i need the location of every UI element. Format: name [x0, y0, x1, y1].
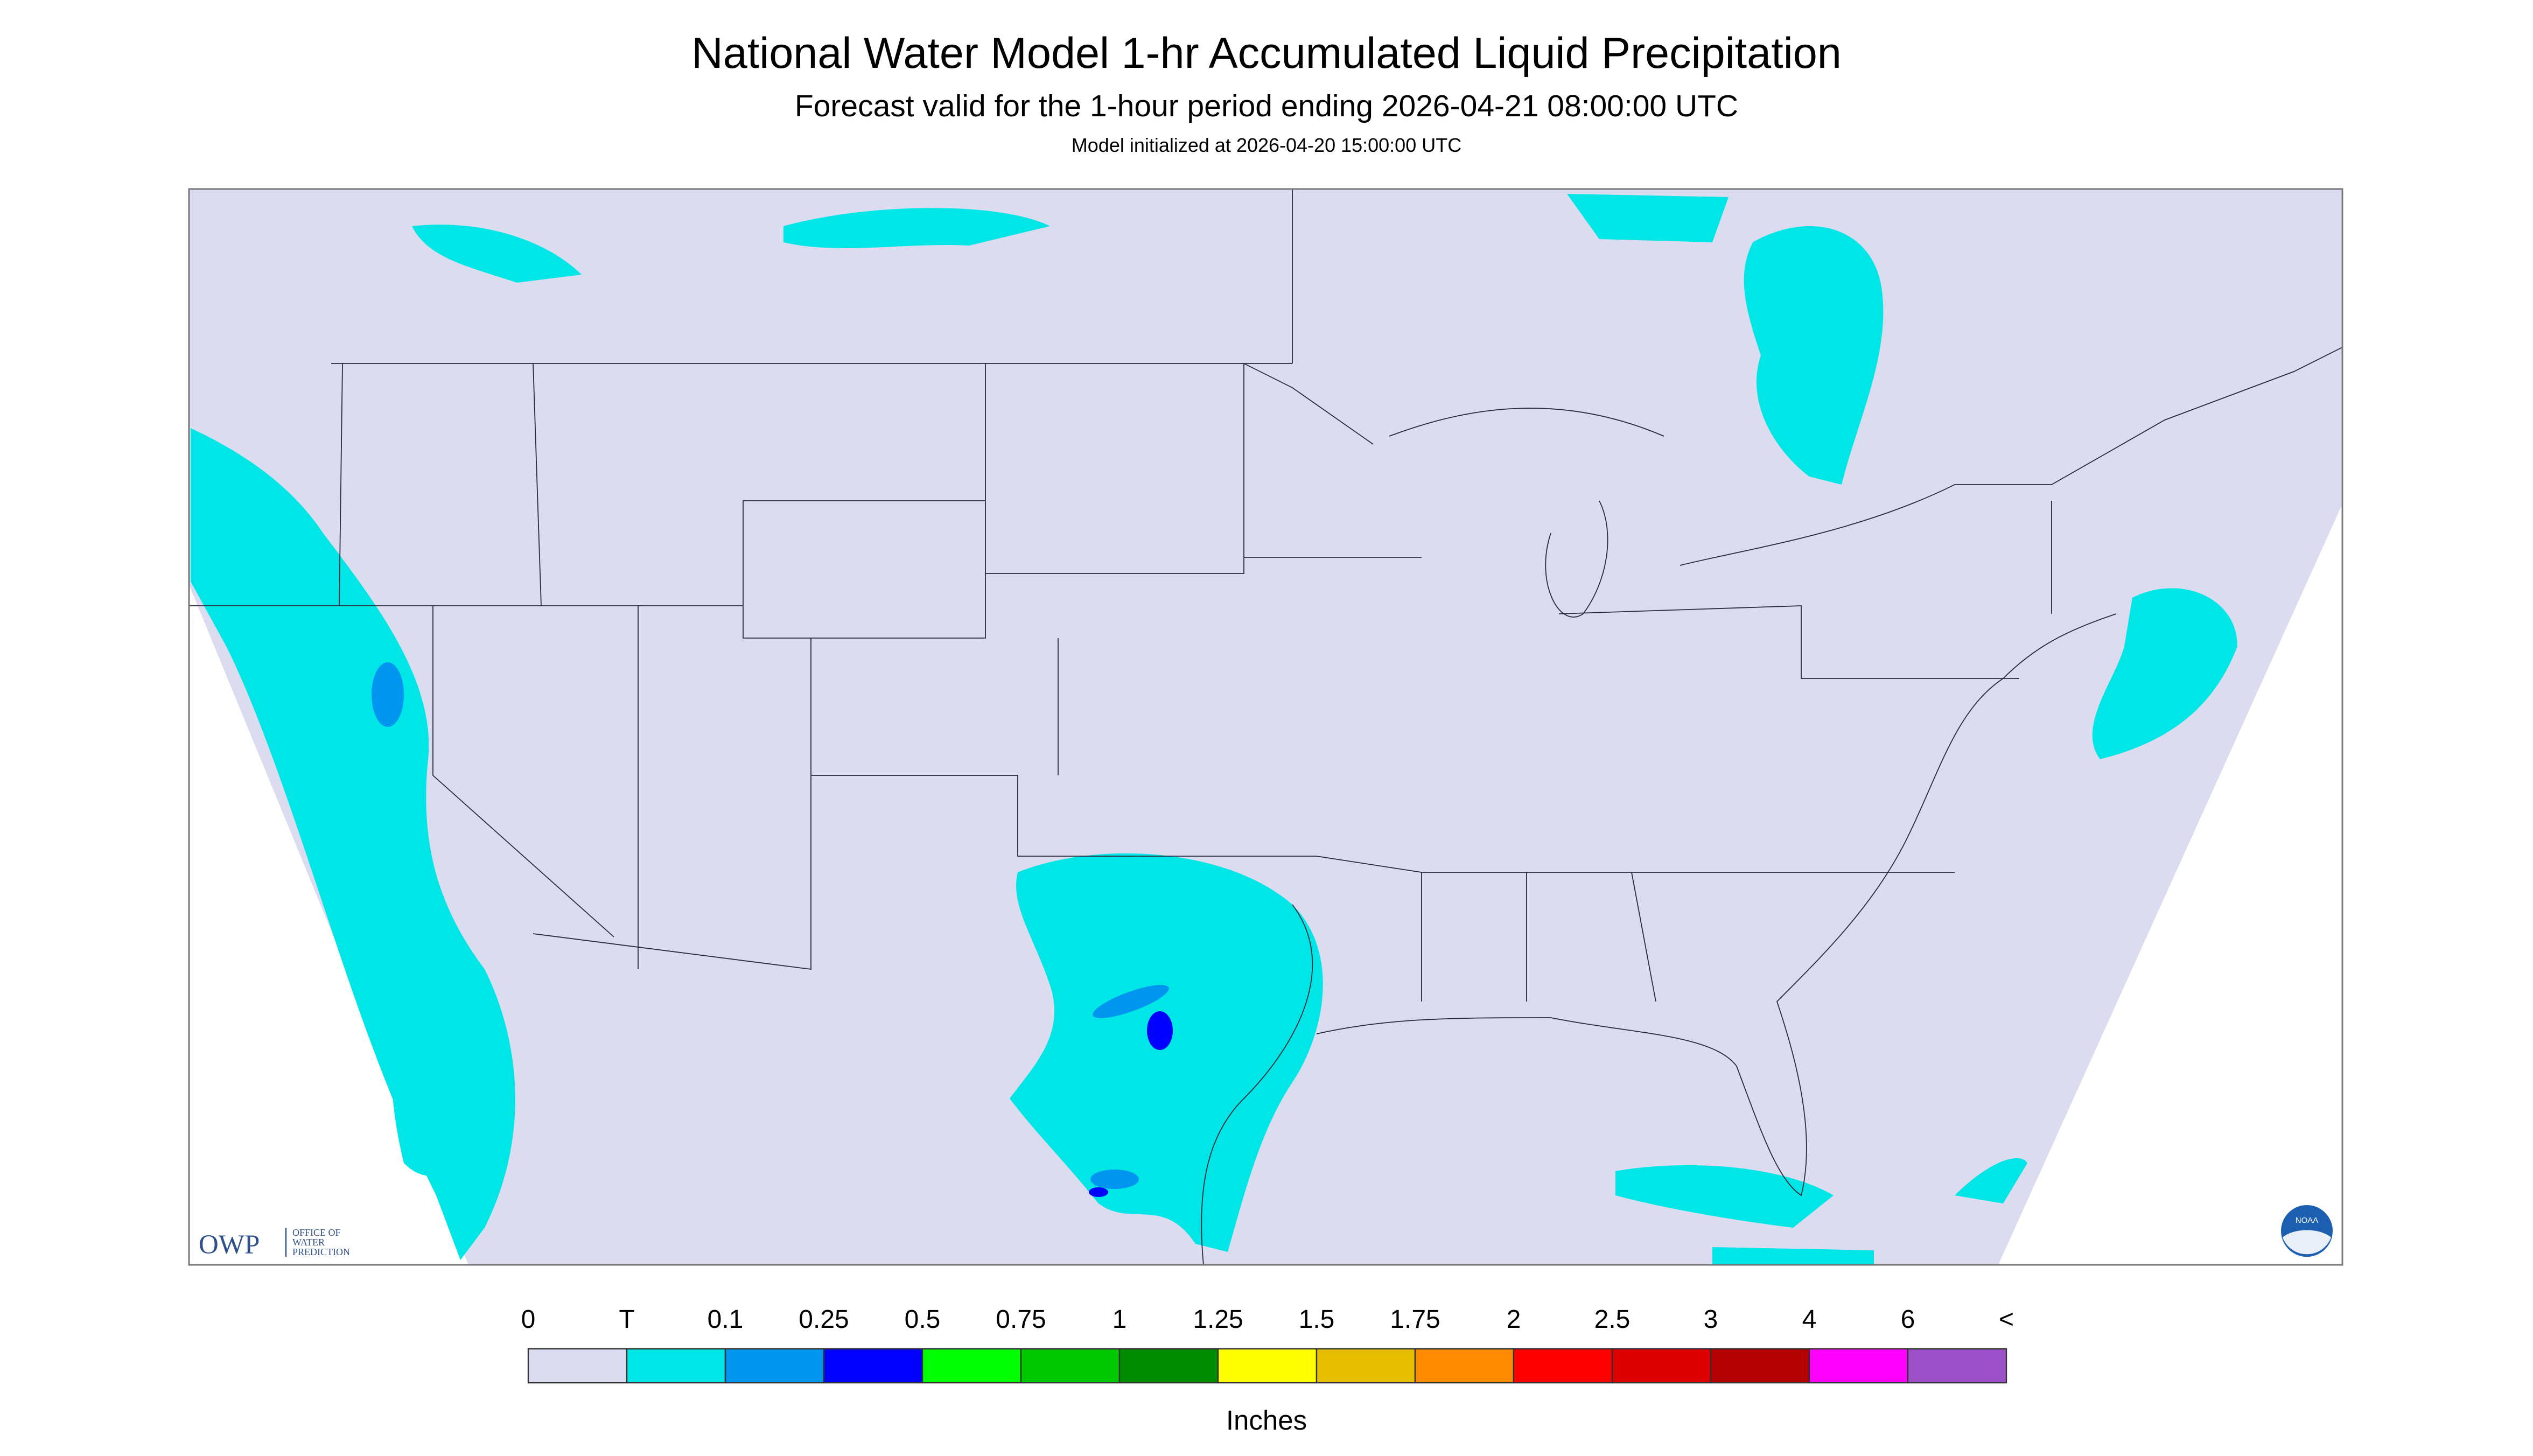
- legend-swatch: [1118, 1348, 1219, 1384]
- legend-swatch: [921, 1348, 1022, 1384]
- legend-swatch: [1808, 1348, 1909, 1384]
- precip-baja: [390, 969, 485, 1176]
- legend-label: 1: [1112, 1305, 1127, 1334]
- logo-abbr: OWP: [199, 1230, 260, 1260]
- precip-moderate: [372, 662, 1169, 1189]
- precip-heavy: [1089, 1011, 1173, 1198]
- precip-northeast: [2092, 588, 2237, 760]
- logo-line: OFFICE OF: [292, 1227, 341, 1238]
- legend-label: 3: [1704, 1305, 1718, 1334]
- precip-canada-north: [1567, 194, 1729, 243]
- boundaries: [189, 189, 2343, 1265]
- legend-label: 1.5: [1299, 1305, 1335, 1334]
- legend-swatch: [1414, 1348, 1515, 1384]
- legend-unit: Inches: [1226, 1405, 1307, 1436]
- legend-label: 1.25: [1193, 1305, 1243, 1334]
- legend-swatch: [1513, 1348, 1613, 1384]
- legend-label: 0.25: [799, 1305, 849, 1334]
- noaa-badge: NOAA: [2281, 1205, 2333, 1257]
- legend-label: 2.5: [1594, 1305, 1631, 1334]
- precip-canada-west: [412, 225, 582, 283]
- owp-logo: OWP OFFICE OF WATER PREDICTION: [199, 1227, 350, 1260]
- legend-label: 0.5: [905, 1305, 941, 1334]
- badge-label: NOAA: [2296, 1216, 2319, 1225]
- legend: Inches 0 T 0.1 0.25 0.5 0.75 1 1.25 1.5 1.75 2 2.5 3…: [521, 1305, 2014, 1436]
- precip-bahamas: [1712, 1247, 1874, 1265]
- no-data-right: [1998, 504, 2342, 1265]
- legend-label: 4: [1802, 1305, 1817, 1334]
- precip-areas: [191, 194, 2237, 1265]
- logo-line: WATER: [292, 1237, 325, 1248]
- precip-texas: [1010, 853, 1323, 1252]
- precip-florida: [1615, 1165, 1834, 1228]
- legend-swatch: [1907, 1348, 2007, 1384]
- legend-swatch: [1217, 1348, 1318, 1384]
- precip-canada-central: [783, 208, 1050, 248]
- legend-label: 0: [521, 1305, 536, 1334]
- logo-line: PREDICTION: [292, 1247, 350, 1257]
- legend-swatch: [1316, 1348, 1416, 1384]
- legend-swatch: [1710, 1348, 1810, 1384]
- legend-label: 1.75: [1390, 1305, 1440, 1334]
- init-time: Model initialized at 2026-04-20 15:00:00…: [1072, 134, 1461, 156]
- legend-label: 2: [1507, 1305, 1521, 1334]
- legend-label: <: [1999, 1305, 2014, 1334]
- legend-swatch: [1020, 1348, 1121, 1384]
- title: National Water Model 1-hr Accumulated Li…: [691, 29, 1842, 78]
- map: OWP OFFICE OF WATER PREDICTION NOAA: [188, 188, 2343, 1266]
- subtitle: Forecast valid for the 1-hour period end…: [795, 89, 1738, 123]
- legend-label: 6: [1901, 1305, 1915, 1334]
- legend-label: 0.75: [996, 1305, 1046, 1334]
- legend-swatch: [1611, 1348, 1712, 1384]
- legend-label: 0.1: [708, 1305, 744, 1334]
- map-frame: [188, 188, 2343, 1266]
- precip-atlantic: [1955, 1158, 2027, 1204]
- legend-swatch: [626, 1348, 726, 1384]
- legend-swatch: [527, 1348, 628, 1384]
- badge-wave: [2283, 1230, 2331, 1255]
- precip-ontario: [1744, 226, 1884, 485]
- legend-swatch: [724, 1348, 825, 1384]
- legend-label: T: [619, 1305, 634, 1334]
- legend-swatch: [823, 1348, 923, 1384]
